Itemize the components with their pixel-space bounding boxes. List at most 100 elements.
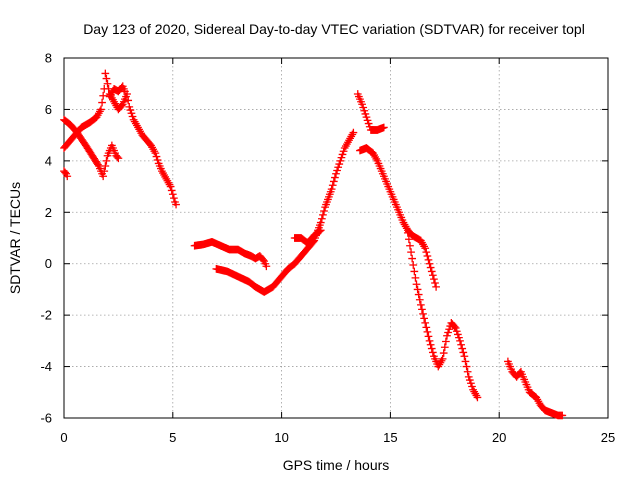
data-point [168,190,177,199]
data-point [421,319,430,327]
data-point [455,333,463,342]
data-point [103,79,112,88]
data-point [421,244,430,253]
series-track-i [356,144,440,291]
data-point [339,147,348,156]
data-point [426,263,435,272]
series-track-h [353,90,388,134]
y-tick-label: 2 [45,205,52,220]
data-point [320,207,328,215]
x-tick-labels: 0 5 10 15 20 25 [60,430,615,445]
data-point [338,150,347,159]
y-tick-label: -2 [40,308,52,323]
data-point [316,218,325,227]
data-point [412,280,421,289]
data-point [327,185,336,193]
data-point [61,168,69,177]
data-point [364,119,373,128]
data-point [460,352,469,361]
series-track-f [212,128,358,296]
data-point [407,248,415,256]
y-tick-labels: -6 -4 -2 0 2 4 6 8 [40,51,52,426]
data-point [315,227,324,235]
data-point [114,154,123,163]
data-point [425,337,434,345]
data-point [445,325,454,334]
data-point [443,331,451,340]
data-point [126,106,135,114]
data-point [319,211,327,219]
y-tick-label: 6 [45,102,52,117]
data-point [413,285,422,294]
data-point [424,332,433,341]
data-point [94,160,102,169]
data-point [363,116,372,125]
data-point [334,163,343,172]
data-point [420,314,428,323]
x-tick-label: 0 [60,430,67,445]
data-point [409,261,418,269]
data-point [558,411,567,420]
data-point [100,167,109,175]
data-point [459,348,468,357]
data-point [362,113,371,121]
data-point [425,259,434,268]
data-point [360,106,369,115]
data-point [102,74,111,83]
data-point [444,328,452,337]
data-point [438,355,447,363]
series-track-c [60,167,72,181]
chart-title: Day 123 of 2020, Sidereal Day-to-day VTE… [83,21,585,37]
data-point [428,271,437,280]
data-point [166,182,175,191]
data-point [414,290,423,299]
y-tick-label: -6 [40,411,52,426]
data-point [99,172,108,181]
data-point [428,348,437,357]
axis-ticks [63,57,609,419]
data-point [359,103,368,112]
data-point [316,226,325,235]
data-point [408,254,417,263]
data-point [426,340,435,349]
data-point [172,200,180,209]
series-track-a [60,115,123,181]
data-point [457,340,465,349]
data-point [101,162,110,170]
data-point [117,101,126,110]
data-point [128,112,137,121]
x-tick-label: 10 [274,430,288,445]
data-point [361,110,370,118]
data-point [127,109,136,118]
data-point [439,349,448,357]
data-point [337,153,346,162]
data-point [454,330,462,339]
series-track-d [105,82,129,101]
data-points [60,69,567,420]
data-point [124,96,133,105]
data-point [410,267,419,276]
data-point [335,160,344,168]
x-tick-label: 25 [601,430,615,445]
data-point [430,275,438,283]
data-point [262,262,271,271]
data-point [464,373,473,381]
data-point [461,357,470,366]
y-tick-label: -4 [40,359,52,374]
data-point [98,98,106,107]
series-track-j [403,229,482,402]
series-track-g [290,226,325,247]
data-point [153,156,162,164]
data-point [113,153,122,161]
x-axis-label: GPS time / hours [283,457,390,473]
data-point [405,235,413,244]
data-point [328,181,337,190]
data-point [432,283,440,291]
data-point [102,157,111,165]
data-point [170,194,178,202]
data-point [411,274,420,282]
data-point [458,344,467,353]
data-point [349,128,358,137]
data-point [424,256,433,264]
